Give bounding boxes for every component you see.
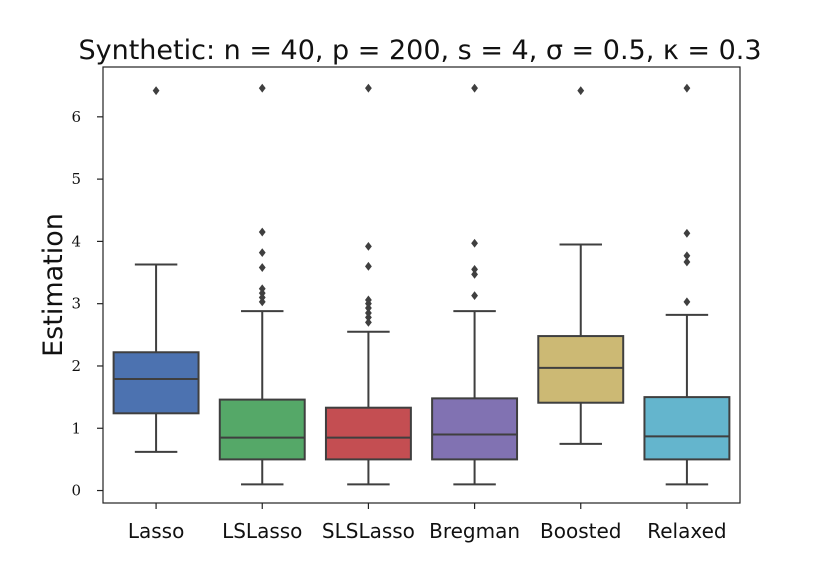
iqr-box	[324, 406, 412, 461]
x-tick-label: SLSLasso	[322, 519, 415, 543]
box-lasso	[112, 86, 200, 453]
x-tick-label: Relaxed	[647, 519, 726, 543]
box-slslasso	[324, 83, 412, 486]
iqr-box	[112, 351, 200, 415]
y-tick-label: 5	[71, 170, 81, 188]
y-tick-label: 3	[71, 295, 81, 313]
outlier-point	[471, 83, 478, 93]
box-bregman	[431, 83, 519, 486]
y-tick-label: 6	[71, 108, 81, 126]
chart-title: Synthetic: n = 40, p = 200, s = 4, σ = 0…	[78, 35, 761, 66]
outlier-point	[471, 238, 478, 248]
y-tick-label: 4	[71, 232, 81, 250]
iqr-box	[431, 397, 519, 461]
box-relaxed	[643, 83, 731, 486]
iqr-box	[537, 335, 625, 404]
iqr-box	[643, 396, 731, 461]
y-tick-label: 1	[71, 419, 81, 437]
outlier-point	[258, 83, 266, 93]
outlier-point	[471, 265, 478, 274]
outlier-point	[365, 261, 372, 271]
outlier-point	[683, 297, 691, 307]
outlier-point	[683, 257, 691, 267]
y-tick-label: 2	[71, 357, 81, 375]
outlier-point	[471, 270, 478, 279]
y-tick-label: 0	[71, 482, 81, 500]
iqr-box	[218, 398, 306, 461]
outlier-point	[365, 241, 372, 251]
outlier-point	[258, 284, 266, 294]
outlier-point	[258, 263, 266, 272]
outlier-point	[365, 295, 372, 305]
box-boosted	[537, 86, 625, 445]
outlier-point	[365, 308, 372, 318]
outlier-point	[683, 228, 691, 238]
y-axis-ticks: 0 1 2 3 4 5 6	[71, 108, 103, 500]
x-axis-ticks: Lasso LSLasso SLSLasso Bregman Boosted Relaxe…	[128, 503, 727, 543]
outlier-point	[683, 83, 691, 93]
x-tick-label: Lasso	[128, 519, 184, 543]
outlier-point	[365, 317, 372, 327]
outlier-point	[365, 83, 372, 93]
box-series-group	[112, 83, 731, 486]
outlier-point	[258, 227, 266, 237]
outlier-point	[577, 86, 585, 96]
x-tick-label: Bregman	[429, 519, 520, 543]
y-axis-label: Estimation	[38, 213, 69, 357]
outlier-point	[258, 248, 266, 258]
plot-frame	[102, 66, 741, 504]
box-lslasso	[218, 83, 306, 486]
outlier-point	[471, 291, 478, 300]
outlier-point	[683, 251, 691, 261]
x-tick-label: Boosted	[540, 519, 621, 543]
x-tick-label: LSLasso	[222, 519, 302, 543]
outlier-point	[152, 86, 160, 96]
